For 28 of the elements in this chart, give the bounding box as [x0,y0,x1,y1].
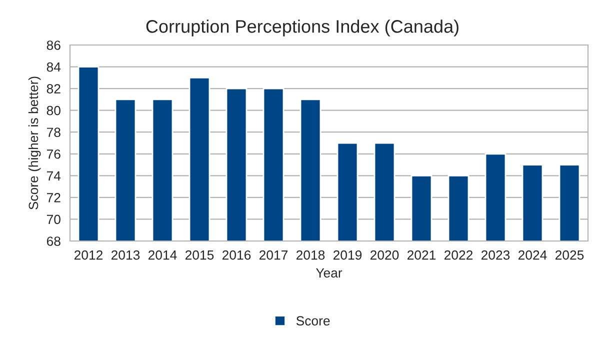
x-tick-label: 2023 [481,250,510,260]
y-tick-label: 86 [46,40,60,50]
x-tick-label: 2020 [370,250,399,260]
y-tick-label: 80 [46,106,60,116]
y-tick-label: 78 [46,128,60,138]
x-tick-label: 2013 [111,250,140,260]
x-tick-label: 2022 [444,250,473,260]
y-tick-label: 82 [46,84,60,94]
y-tick-label: 70 [46,214,60,224]
y-tick-label: 76 [46,149,60,159]
chart-title: Corruption Perceptions Index (Canada) [146,20,458,36]
y-tick-label: 84 [46,62,61,72]
x-tick-label: 2015 [185,250,214,260]
x-axis-title: Year [316,268,342,278]
y-axis-title: Score (higher is better) [28,76,41,210]
x-tick-label: 2014 [148,250,177,260]
y-tick-label: 74 [46,171,61,180]
y-tick-label: 72 [46,193,60,202]
x-tick-label: 2021 [407,250,436,260]
legend-label: Score [296,316,330,326]
x-tick-label: 2024 [518,250,547,260]
x-tick-label: 2018 [296,250,325,260]
x-tick-label: 2012 [74,250,103,260]
x-tick-label: 2025 [555,250,584,260]
x-tick-label: 2016 [222,250,251,260]
x-tick-label: 2017 [259,250,288,260]
y-tick-label: 68 [46,236,60,246]
x-tick-label: 2019 [333,250,362,260]
